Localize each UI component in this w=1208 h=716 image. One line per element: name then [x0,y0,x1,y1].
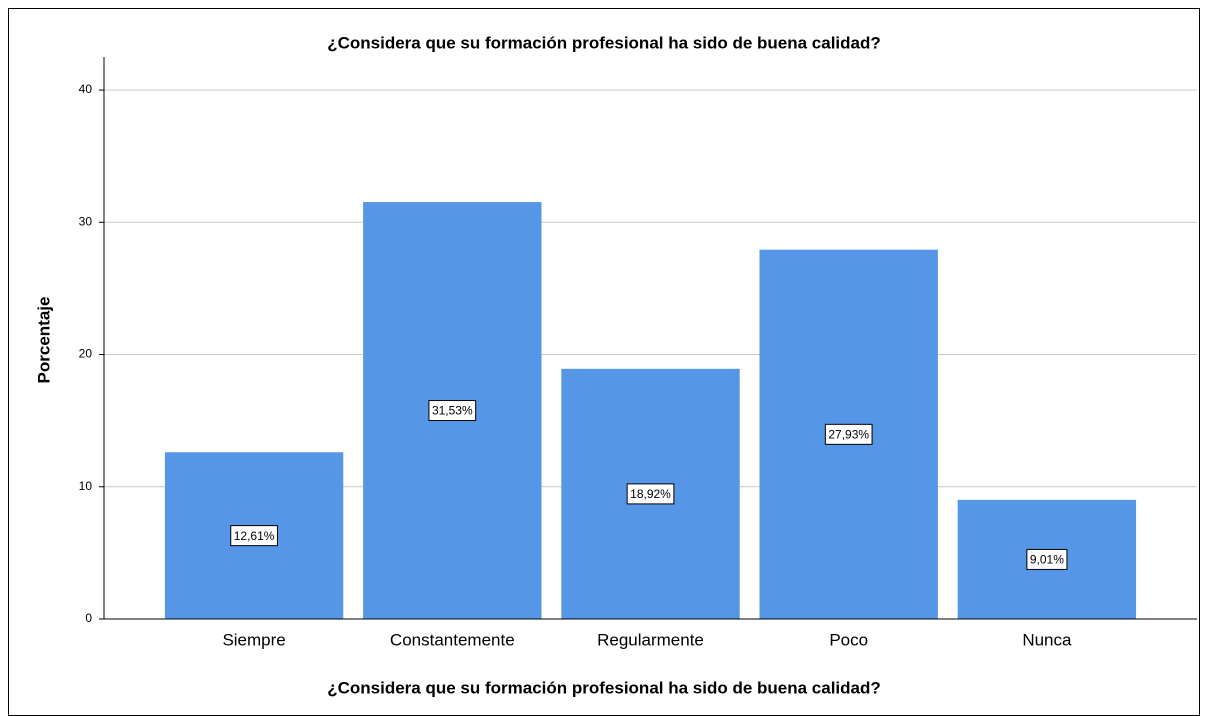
value-label: 27,93% [828,428,869,442]
x-tick-label: Constantemente [390,630,515,649]
value-label: 12,61% [234,529,275,543]
value-label: 18,92% [630,487,671,501]
chart-title: ¿Considera que su formación profesional … [327,33,881,52]
x-tick-label: Nunca [1022,630,1072,649]
value-label: 31,53% [432,404,473,418]
y-tick-label: 30 [79,214,93,228]
value-label-box [824,423,873,445]
value-label-box [428,400,477,422]
x-axis-title: ¿Considera que su formación profesional … [327,678,881,697]
value-label-box [1026,548,1068,570]
y-tick-label: 40 [79,82,93,96]
y-tick-label: 10 [79,479,93,493]
value-label-box [230,525,278,547]
y-tick-label: 20 [79,347,93,361]
x-tick-label: Siempre [222,630,285,649]
value-label-box [626,483,675,505]
value-label: 9,01% [1030,553,1064,567]
y-axis-title: Porcentaje [34,297,53,384]
x-tick-label: Regularmente [597,630,704,649]
x-tick-label: Poco [829,630,868,649]
y-tick-label: 0 [85,611,92,625]
